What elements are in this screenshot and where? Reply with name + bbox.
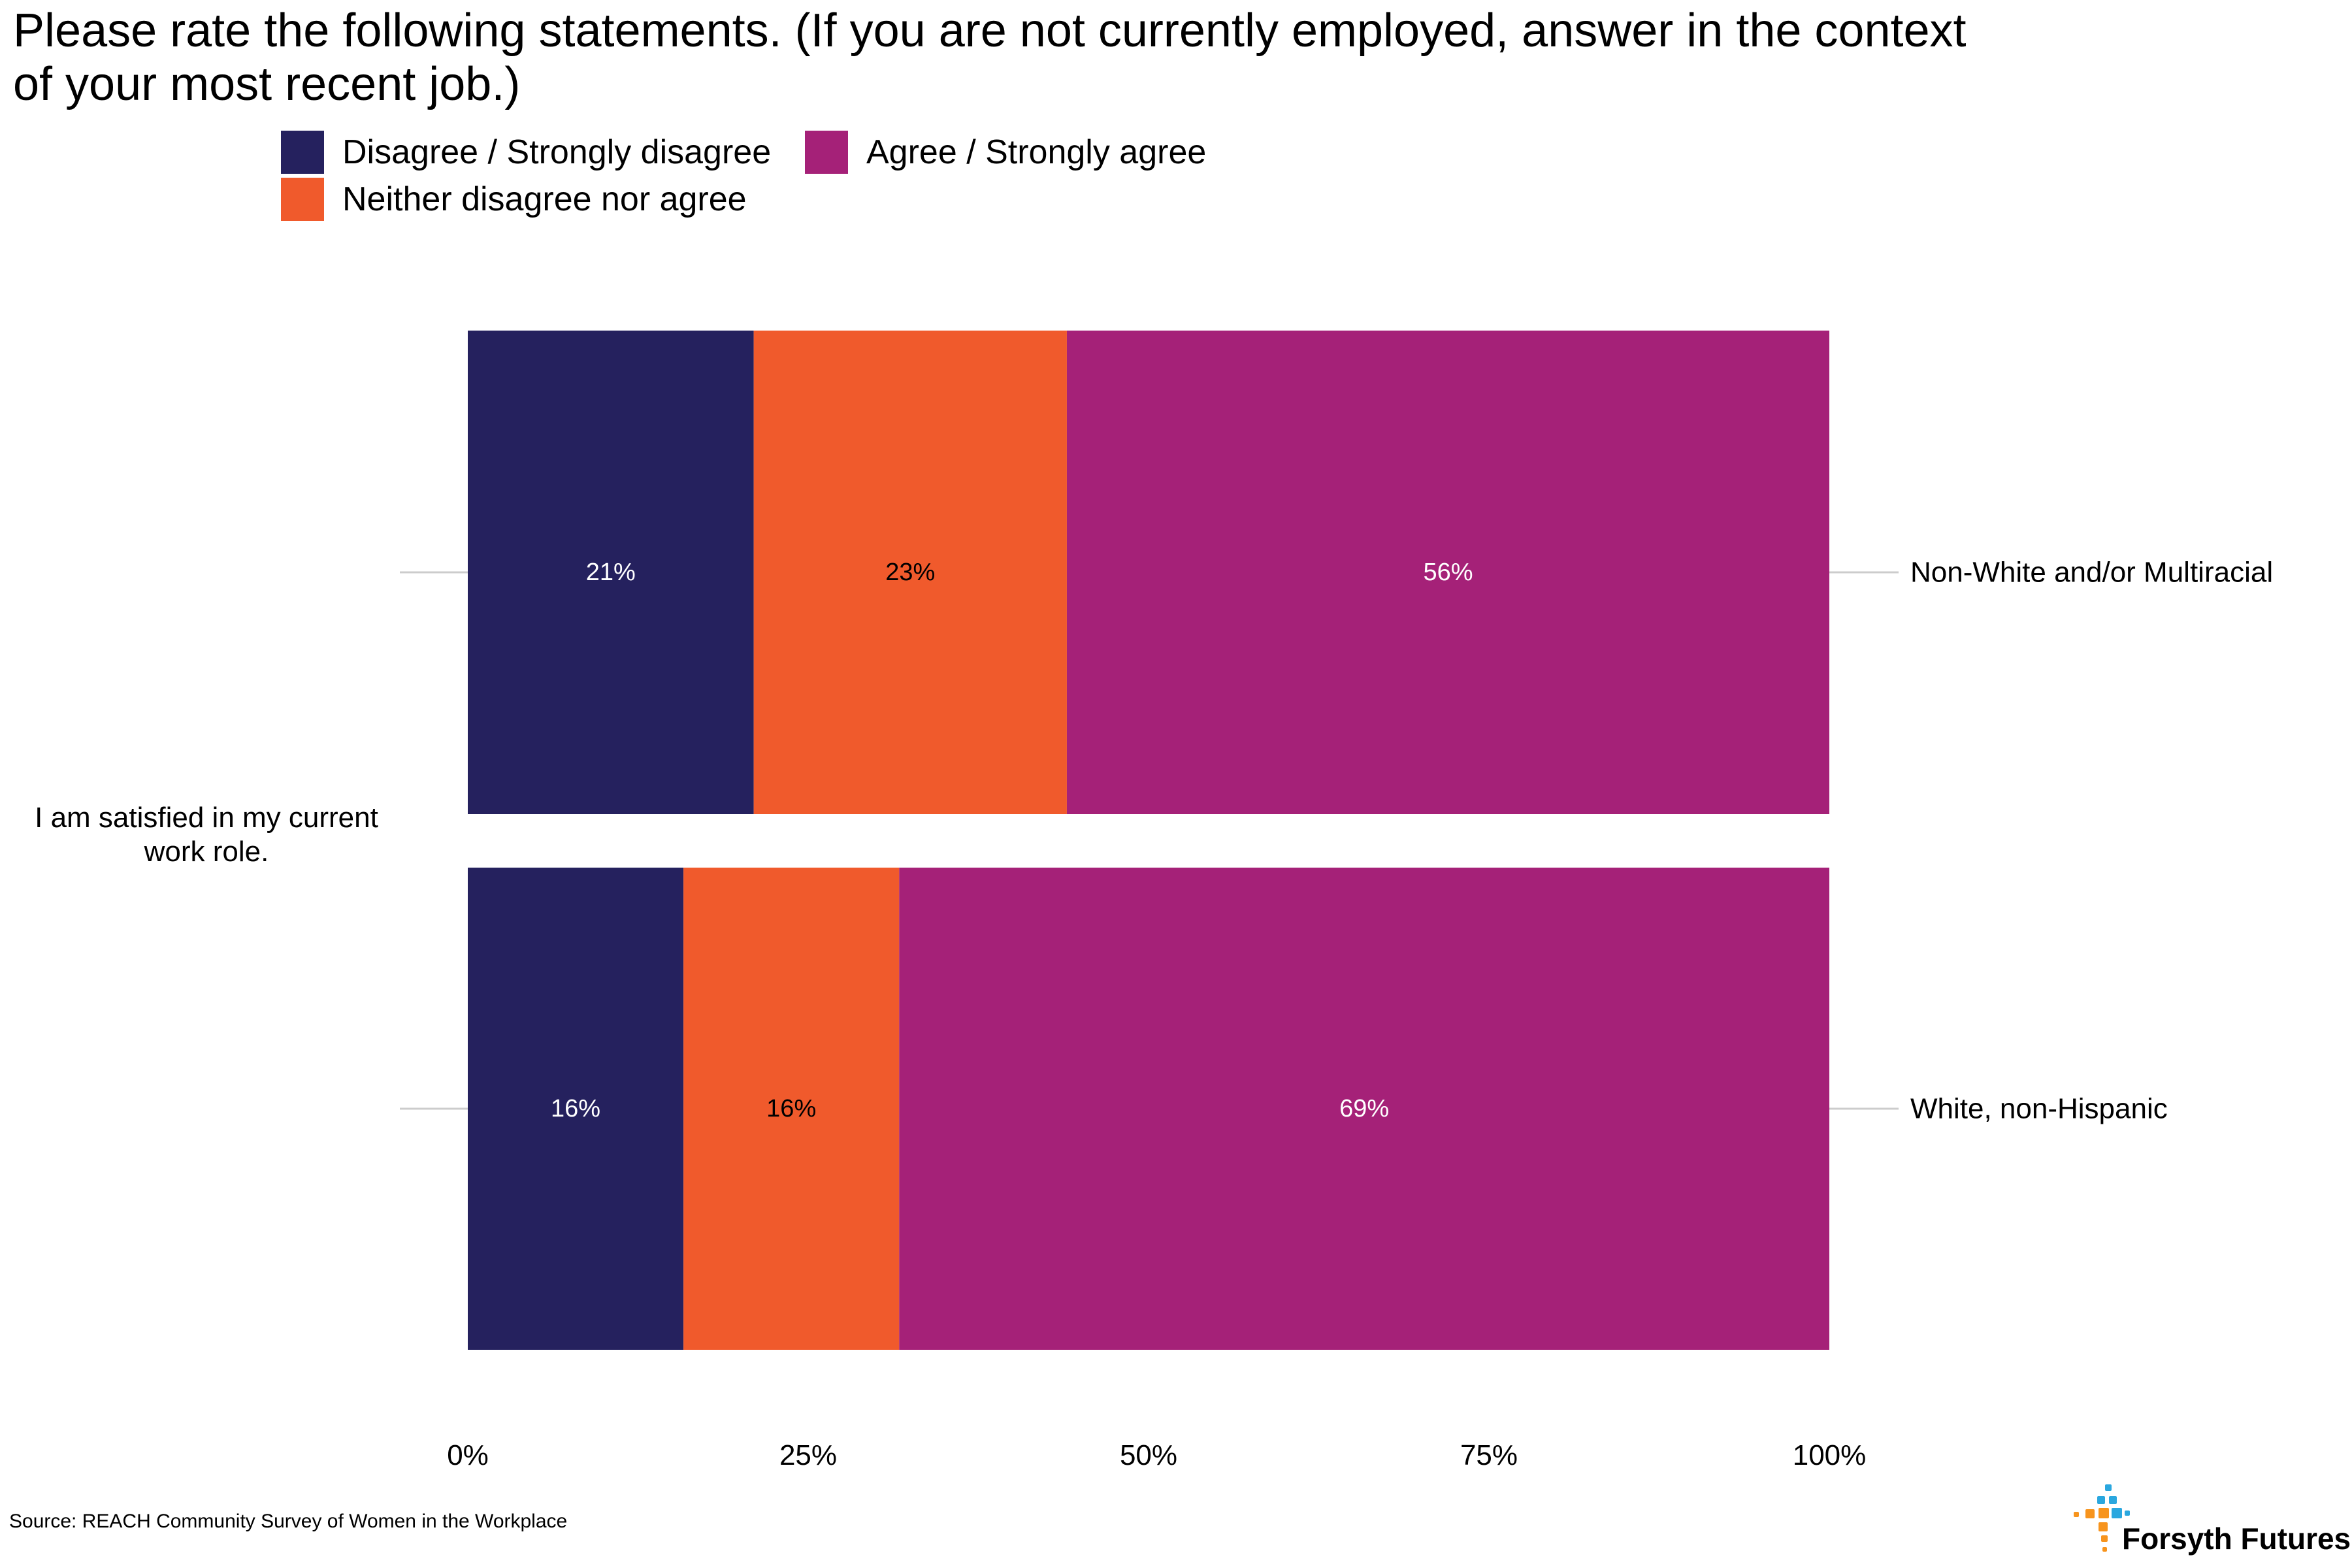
data-label: 21% (586, 559, 636, 586)
x-tick-label: 25% (779, 1439, 837, 1471)
forsyth-futures-logo: Forsyth Futures (2074, 1483, 2351, 1561)
bar-segment (899, 868, 1829, 1350)
x-tick-label: 50% (1120, 1439, 1177, 1471)
stacked-bar-chart: 21% 23% 56% Non-White and/or Multiracial 16%… (35, 331, 2273, 1471)
legend-label-agree: Agree / Strongly agree (866, 133, 1207, 171)
legend-swatch-agree (805, 131, 848, 174)
bar-segment (753, 331, 1067, 814)
legend-item-neither: Neither disagree nor agree (281, 176, 747, 222)
x-tick-label: 100% (1793, 1439, 1867, 1471)
chart-title: Please rate the following statements. (I… (13, 5, 1967, 110)
legend-label-neither: Neither disagree nor agree (342, 180, 747, 218)
bar-segment (468, 331, 754, 814)
x-tick-label: 75% (1460, 1439, 1518, 1471)
bar-segment (1066, 331, 1829, 814)
question-label: I am satisfied in my current work role. (35, 802, 378, 868)
data-label: 23% (885, 559, 935, 586)
bar-segment (468, 868, 684, 1350)
bar-segment (683, 868, 900, 1350)
logo-text: Forsyth Futures (2122, 1522, 2351, 1556)
source-note: Source: REACH Community Survey of Women … (9, 1511, 568, 1532)
legend-swatch-disagree (281, 131, 324, 174)
category-label: Non-White and/or Multiracial (1910, 557, 2273, 589)
legend-label-disagree: Disagree / Strongly disagree (342, 133, 772, 171)
data-label: 56% (1423, 559, 1473, 586)
x-tick-label: 0% (447, 1439, 489, 1471)
legend-swatch-neither (281, 178, 324, 221)
legend-item-disagree: Disagree / Strongly disagree (281, 129, 771, 175)
legend-item-agree: Agree / Strongly agree (805, 129, 1206, 175)
data-label: 16% (766, 1095, 816, 1122)
data-label: 69% (1339, 1095, 1389, 1122)
data-label: 16% (551, 1095, 600, 1122)
category-label: White, non-Hispanic (1910, 1093, 2168, 1125)
